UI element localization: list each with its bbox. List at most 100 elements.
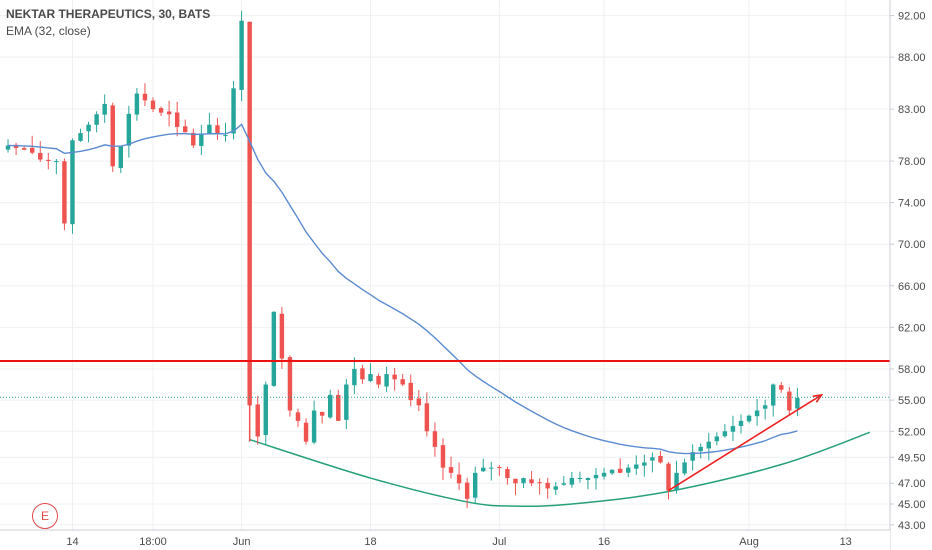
candle [247,21,252,406]
candle [746,415,752,422]
candle [561,483,567,485]
candle [46,159,51,161]
candle [626,467,631,473]
candle [513,478,518,484]
candle [440,445,446,468]
candle [287,357,293,411]
candle [787,391,792,411]
candle [456,474,462,484]
candle [384,374,389,387]
candle [311,410,317,443]
price-tick-label: 45.00 [898,499,926,511]
candle [29,147,35,153]
candle [617,468,623,473]
candle [142,93,148,101]
time-tick-label: 13 [840,536,852,548]
candle [537,482,542,484]
rounding-bottom-curve[interactable] [249,431,871,508]
candle [448,467,454,473]
time-tick-label: 18:00 [139,536,167,548]
candle [86,124,91,132]
candle [360,368,365,380]
candle [166,111,172,115]
candle [642,462,647,466]
candle [762,405,768,409]
candle [199,133,204,146]
price-tick-label: 74.00 [898,198,926,210]
candle [239,20,244,90]
price-axis[interactable]: 43.00 45.00 47.00 49.50 52.00 55.00 58.00 62.00… [889,0,932,550]
price-tick-label: 55.00 [898,395,926,407]
price-axis-bg [890,0,932,550]
candle [215,125,220,135]
candle [344,384,349,420]
candle [118,146,124,168]
candle [207,124,212,135]
candle [400,379,405,385]
candle [78,133,83,141]
earnings-event-badge[interactable]: E [32,503,58,529]
candle [658,455,663,463]
candle [714,436,720,442]
candle [424,403,430,432]
candle [795,398,800,409]
candle [634,464,639,469]
price-tick-label: 78.00 [898,156,926,168]
candle [271,311,277,386]
candle [134,93,140,115]
candle [191,132,196,146]
candle [754,410,760,417]
trend-arrow-head[interactable] [812,393,824,403]
candle [770,384,776,406]
candle [231,88,236,134]
candle [650,457,655,461]
candle [376,375,381,385]
candle [481,467,486,472]
candle [521,478,526,484]
candle [303,422,309,442]
candle [674,472,679,491]
candle [158,108,164,113]
candle [472,472,478,498]
time-axis[interactable]: 14 18:00 Jun 18 Jul 16 Aug 13 [0,529,890,550]
candle [94,114,99,125]
candle [5,145,11,150]
candle [408,382,413,401]
candle [352,368,357,386]
candle [489,467,494,469]
time-tick-label: Aug [739,536,759,548]
ema-series [8,123,798,455]
time-tick-label: Jun [233,536,251,548]
candle [698,446,703,452]
candle [738,420,744,426]
candle [279,313,285,359]
candle [593,474,599,479]
candle [295,412,301,421]
price-tick-label: 70.00 [898,239,926,251]
candle [690,452,695,461]
trend-line[interactable] [668,393,824,492]
candle [368,374,373,382]
candle [21,148,27,150]
candle [601,472,607,477]
price-tick-label: 66.00 [898,281,926,293]
candle [392,374,397,380]
candle [730,426,736,432]
candle [150,100,156,110]
time-axis-bg [0,530,890,550]
candle [505,469,510,479]
candle [13,144,19,149]
curve-path[interactable] [249,431,871,508]
candle [263,384,268,435]
price-tick-label: 43.00 [898,520,926,532]
candle [174,112,180,127]
time-tick-label: Jul [492,536,506,548]
trend-line-segment[interactable] [668,394,822,492]
candle [255,404,260,437]
candle [577,478,583,480]
candle [553,486,558,490]
candle [319,411,325,416]
price-tick-label: 83.00 [898,104,926,116]
